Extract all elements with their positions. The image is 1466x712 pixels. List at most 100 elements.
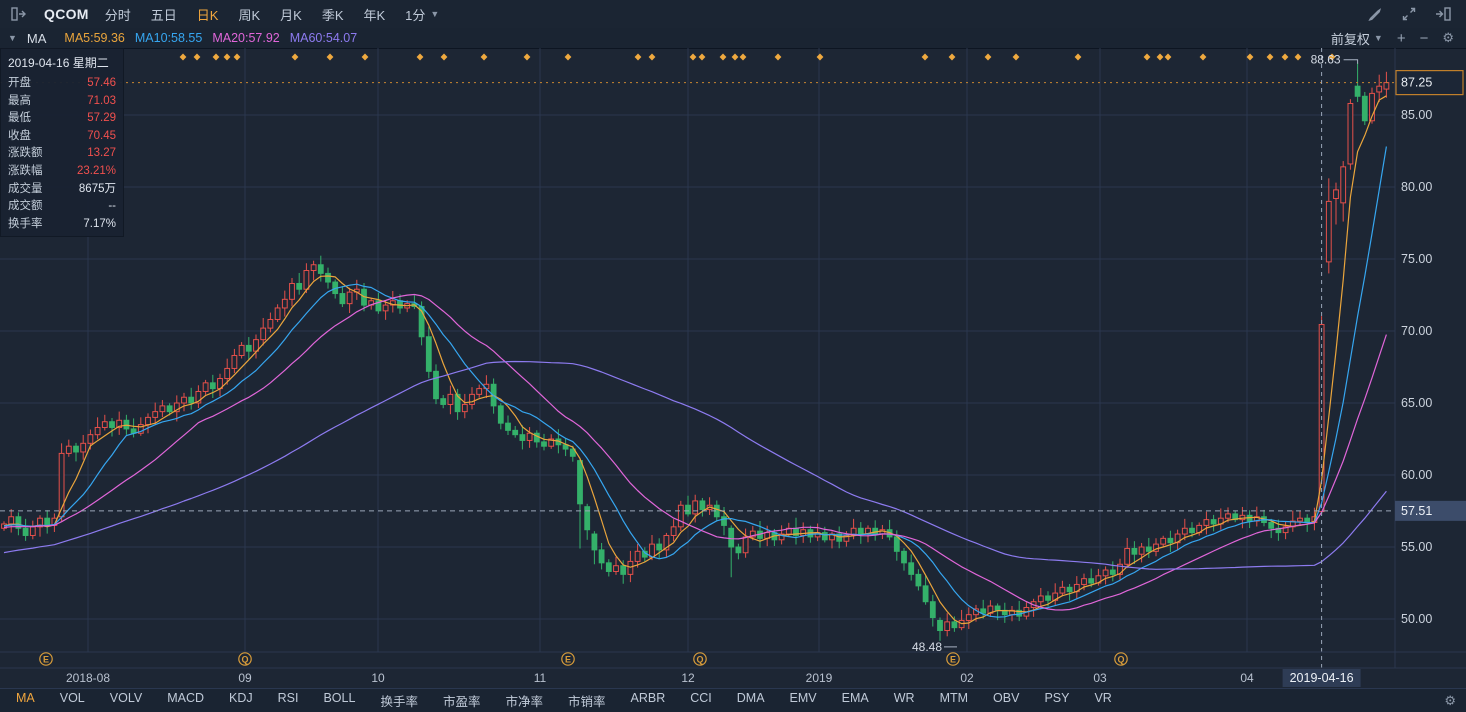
event-marker-icon[interactable]	[416, 53, 424, 61]
event-marker-icon[interactable]	[1294, 53, 1302, 61]
event-marker-icon[interactable]	[326, 53, 334, 61]
candle	[857, 522, 864, 544]
event-marker-icon[interactable]	[1143, 53, 1151, 61]
period-tab-分时[interactable]: 分时	[104, 7, 131, 23]
indicator-tab-市盈率[interactable]: 市盈率	[442, 695, 481, 709]
indicator-tab-EMV[interactable]: EMV	[789, 691, 817, 705]
chart-settings-gear-icon[interactable]: ⚙	[1442, 30, 1454, 45]
event-marker-icon[interactable]	[816, 53, 824, 61]
earnings-marker[interactable]	[946, 652, 960, 666]
event-marker-icon[interactable]	[564, 53, 572, 61]
date-tick-label: 10	[371, 671, 385, 685]
indicator-tab-ARBR[interactable]: ARBR	[630, 691, 666, 705]
period-tab-日K[interactable]: 日K	[196, 7, 219, 23]
candle	[1131, 541, 1138, 564]
event-marker-icon[interactable]	[648, 53, 656, 61]
earnings-marker[interactable]	[39, 652, 53, 666]
indicator-tab-CCI[interactable]: CCI	[690, 691, 712, 705]
period-tab-五日[interactable]: 五日	[150, 7, 177, 23]
event-marker-icon[interactable]	[291, 53, 299, 61]
event-marker-icon[interactable]	[948, 53, 956, 61]
event-marker-icon[interactable]	[212, 53, 220, 61]
indicator-tab-MA[interactable]: MA	[16, 691, 35, 705]
adjust-type-dropdown[interactable]: 前复权 ▼	[1330, 31, 1383, 47]
event-marker-icon[interactable]	[193, 53, 201, 61]
event-marker-icon[interactable]	[1266, 53, 1274, 61]
open-sidebar-icon[interactable]	[10, 5, 28, 23]
event-marker-icon[interactable]	[480, 53, 488, 61]
event-marker-icon[interactable]	[921, 53, 929, 61]
indicator-tab-BOLL[interactable]: BOLL	[323, 691, 356, 705]
event-marker-icon[interactable]	[233, 53, 241, 61]
dividend-marker[interactable]	[238, 652, 252, 666]
indicator-tab-PSY[interactable]: PSY	[1044, 691, 1070, 705]
event-marker-icon[interactable]	[523, 53, 531, 61]
event-marker-icon[interactable]	[1164, 53, 1172, 61]
zoom-out-button[interactable]: −	[1419, 29, 1429, 47]
indicator-tab-市净率[interactable]: 市净率	[505, 695, 543, 709]
indicator-tab-DMA[interactable]: DMA	[736, 691, 765, 705]
indicator-tab-MACD[interactable]: MACD	[167, 691, 204, 705]
event-marker-icon[interactable]	[361, 53, 369, 61]
latest-price-box	[1395, 70, 1464, 96]
price-tick-label: 80.00	[1401, 180, 1432, 194]
candle	[1066, 584, 1073, 601]
collapse-indicator-icon[interactable]: ▼	[8, 33, 17, 43]
candle	[238, 342, 245, 359]
candle	[245, 337, 252, 361]
event-marker-icon[interactable]	[689, 53, 697, 61]
price-tick-label: 50.00	[1401, 612, 1432, 626]
indicator-tab-VOLV[interactable]: VOLV	[109, 691, 143, 705]
event-marker-icon[interactable]	[984, 53, 992, 61]
candle	[685, 495, 691, 517]
indicator-tab-RSI[interactable]: RSI	[277, 691, 299, 705]
candle	[605, 559, 612, 577]
candle	[1088, 568, 1095, 588]
event-marker-icon[interactable]	[698, 53, 706, 61]
period-tab-月K[interactable]: 月K	[280, 7, 302, 23]
svg-text:E: E	[43, 655, 49, 665]
period-tab-季K[interactable]: 季K	[321, 7, 344, 23]
indicator-tab-市销率[interactable]: 市销率	[567, 695, 606, 709]
dividend-marker[interactable]	[1114, 652, 1128, 666]
draw-tool-icon[interactable]	[1366, 5, 1384, 23]
event-marker-icon[interactable]	[440, 53, 448, 61]
interval-dropdown[interactable]: 1分 ▼	[405, 7, 440, 23]
price-tick-label: 70.00	[1401, 324, 1432, 338]
ma5-line	[3, 95, 1387, 625]
event-marker-icon[interactable]	[223, 53, 231, 61]
event-marker-icon[interactable]	[1074, 53, 1082, 61]
period-tab-年K[interactable]: 年K	[363, 7, 386, 23]
fullscreen-icon[interactable]	[1400, 5, 1418, 23]
indicator-tab-OBV[interactable]: OBV	[993, 691, 1020, 705]
event-marker-icon[interactable]	[634, 53, 642, 61]
earnings-marker[interactable]	[561, 652, 575, 666]
indicator-tab-换手率[interactable]: 换手率	[380, 695, 418, 709]
event-marker-icon[interactable]	[1246, 53, 1254, 61]
event-marker-icon[interactable]	[719, 53, 727, 61]
dividend-marker[interactable]	[693, 652, 707, 666]
event-marker-icon[interactable]	[774, 53, 782, 61]
event-marker-icon[interactable]	[179, 53, 187, 61]
candlestick-chart[interactable]: 88.63 48.48 E Q E Q E Q 2018-08 09 10 11 12 2019 02 03 0…	[0, 48, 1466, 688]
indicator-tab-WR[interactable]: WR	[893, 691, 915, 705]
date-tick-label: 2019	[806, 671, 833, 685]
indicator-tab-KDJ[interactable]: KDJ	[229, 691, 253, 705]
event-marker-icon[interactable]	[1199, 53, 1207, 61]
event-marker-icon[interactable]	[1012, 53, 1020, 61]
indicator-tab-MTM[interactable]: MTM	[939, 691, 969, 705]
event-marker-icon[interactable]	[1281, 53, 1289, 61]
event-marker-icon[interactable]	[1156, 53, 1164, 61]
open-right-panel-icon[interactable]	[1434, 5, 1452, 23]
period-tab-周K[interactable]: 周K	[238, 7, 261, 23]
event-marker-icon[interactable]	[1328, 53, 1336, 61]
event-marker-icon[interactable]	[731, 53, 739, 61]
event-marker-icon[interactable]	[739, 53, 747, 61]
indicator-tab-EMA[interactable]: EMA	[841, 691, 869, 705]
candle	[44, 510, 51, 534]
indicator-tab-VOL[interactable]: VOL	[59, 691, 85, 705]
candle	[202, 379, 209, 395]
indicator-settings-gear-icon[interactable]: ⚙	[1444, 693, 1456, 708]
indicator-tab-VR[interactable]: VR	[1094, 691, 1112, 705]
zoom-in-button[interactable]: +	[1396, 29, 1406, 47]
